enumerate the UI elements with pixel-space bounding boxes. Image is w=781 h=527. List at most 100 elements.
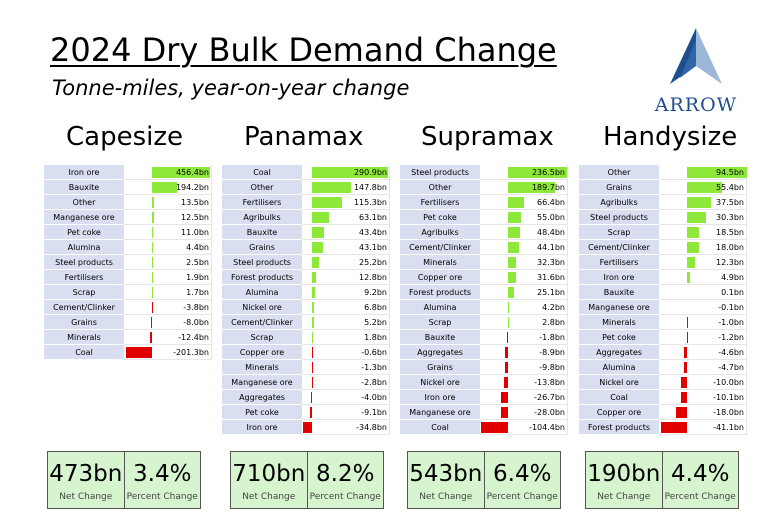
capesize-table: Iron ore 456.4bn Bauxite 194.2bn Other 13.5bn… <box>44 165 212 360</box>
value-cell: 4.9bn <box>659 270 747 285</box>
percent-change-label: Percent Change <box>486 492 558 502</box>
table-row: Pet coke -9.1bn <box>222 405 390 420</box>
value-label: 94.5bn <box>716 168 744 177</box>
value-label: -1.8bn <box>539 333 565 342</box>
value-cell: 0.1bn <box>659 285 747 300</box>
category-label: Manganese ore <box>222 375 302 390</box>
value-label: 43.4bn <box>359 228 387 237</box>
bar <box>684 362 688 373</box>
category-label: Other <box>222 180 302 195</box>
table-row: Other 13.5bn <box>44 195 212 210</box>
category-label: Bauxite <box>222 225 302 240</box>
bar <box>151 317 153 328</box>
value-cell: 66.4bn <box>480 195 568 210</box>
table-row: Aggregates -8.9bn <box>400 345 568 360</box>
value-cell: -9.1bn <box>302 405 390 420</box>
table-row: Alumina 9.2bn <box>222 285 390 300</box>
bar <box>507 197 525 208</box>
bar <box>507 182 556 193</box>
table-row: Fertilisers 115.3bn <box>222 195 390 210</box>
table-row: Manganese ore -2.8bn <box>222 375 390 390</box>
category-label: Iron ore <box>222 420 302 435</box>
value-cell: -1.2bn <box>659 330 747 345</box>
table-row: Scrap 2.8bn <box>400 315 568 330</box>
net-change-label: Net Change <box>597 492 651 502</box>
category-label: Grains <box>44 315 124 330</box>
handysize-table: Other 94.5bn Grains 55.4bn Agribulks 37.5bn St… <box>579 165 747 435</box>
category-label: Coal <box>579 390 659 405</box>
value-label: -4.0bn <box>361 393 387 402</box>
category-label: Pet coke <box>44 225 124 240</box>
value-label: -8.9bn <box>539 348 565 357</box>
value-cell: 115.3bn <box>302 195 390 210</box>
percent-change-cell: 4.4% Percent Change <box>661 452 739 508</box>
net-change-cell: 473bn Net Change <box>48 452 124 508</box>
table-row: Nickel ore -13.8bn <box>400 375 568 390</box>
value-cell: -4.0bn <box>302 390 390 405</box>
value-cell: 48.4bn <box>480 225 568 240</box>
bar <box>687 257 695 268</box>
category-label: Iron ore <box>579 270 659 285</box>
category-label: Minerals <box>579 315 659 330</box>
table-row: Iron ore -34.8bn <box>222 420 390 435</box>
value-cell: 4.4bn <box>124 240 212 255</box>
bar <box>500 407 508 418</box>
value-cell: -4.7bn <box>659 360 747 375</box>
bar <box>481 422 508 433</box>
value-cell: -0.6bn <box>302 345 390 360</box>
value-label: 25.2bn <box>359 258 387 267</box>
table-row: Grains -9.8bn <box>400 360 568 375</box>
category-label: Minerals <box>222 360 302 375</box>
category-label: Cement/Clinker <box>400 240 480 255</box>
table-row: Grains -8.0bn <box>44 315 212 330</box>
table-row: Grains 55.4bn <box>579 180 747 195</box>
value-label: -201.3bn <box>173 348 209 357</box>
bar <box>504 377 508 388</box>
segment-title-capesize: Capesize <box>66 122 183 152</box>
value-cell: 30.3bn <box>659 210 747 225</box>
value-label: -12.4bn <box>178 333 209 342</box>
value-label: 189.7bn <box>531 183 565 192</box>
category-label: Agribulks <box>222 210 302 225</box>
category-label: Scrap <box>400 315 480 330</box>
category-label: Alumina <box>44 240 124 255</box>
table-row: Minerals -12.4bn <box>44 330 212 345</box>
value-label: 31.6bn <box>537 273 565 282</box>
bar <box>687 242 699 253</box>
value-label: -10.0bn <box>713 378 744 387</box>
net-change-value: 473bn <box>49 461 123 487</box>
category-label: Nickel ore <box>579 375 659 390</box>
bar <box>686 332 688 343</box>
category-label: Other <box>400 180 480 195</box>
table-row: Nickel ore 6.8bn <box>222 300 390 315</box>
value-label: 11.0bn <box>181 228 209 237</box>
value-label: -1.3bn <box>361 363 387 372</box>
table-row: Manganese ore -28.0bn <box>400 405 568 420</box>
bar <box>150 332 153 343</box>
net-change-label: Net Change <box>242 492 296 502</box>
category-label: Coal <box>400 420 480 435</box>
value-label: 25.1bn <box>537 288 565 297</box>
value-cell: 18.0bn <box>659 240 747 255</box>
value-label: -4.6bn <box>718 348 744 357</box>
category-label: Grains <box>579 180 659 195</box>
category-label: Cement/Clinker <box>579 240 659 255</box>
table-row: Grains 43.1bn <box>222 240 390 255</box>
table-row: Forest products 12.8bn <box>222 270 390 285</box>
category-label: Coal <box>222 165 302 180</box>
percent-change-label: Percent Change <box>664 492 736 502</box>
table-row: Scrap 1.8bn <box>222 330 390 345</box>
value-cell: -12.4bn <box>124 330 212 345</box>
value-label: 43.1bn <box>359 243 387 252</box>
bar <box>312 272 316 283</box>
value-label: 13.5bn <box>181 198 209 207</box>
bar <box>311 392 313 403</box>
table-row: Cement/Clinker 44.1bn <box>400 240 568 255</box>
table-row: Agribulks 48.4bn <box>400 225 568 240</box>
table-row: Forest products -41.1bn <box>579 420 747 435</box>
category-label: Agribulks <box>579 195 659 210</box>
percent-change-value: 6.4% <box>493 461 552 487</box>
table-row: Aggregates -4.0bn <box>222 390 390 405</box>
value-cell: 2.5bn <box>124 255 212 270</box>
bar <box>507 212 522 223</box>
